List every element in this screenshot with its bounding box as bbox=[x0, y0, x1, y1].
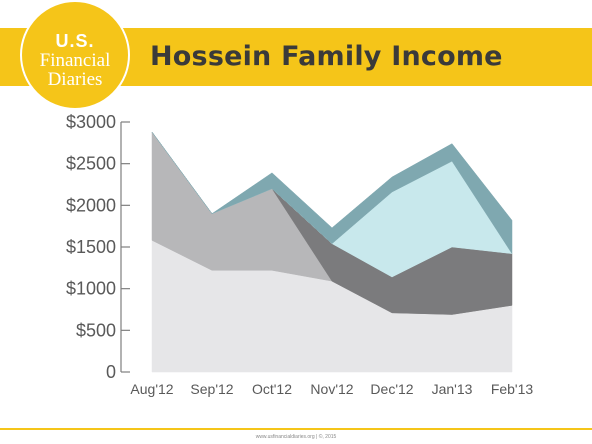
y-tick-label: $3000 bbox=[66, 112, 116, 132]
y-tick-label: $500 bbox=[76, 320, 116, 340]
x-tick-label: Oct'12 bbox=[252, 381, 292, 397]
footer-text: www.usfinancialdiaries.org | ©, 2015 bbox=[255, 434, 337, 440]
footer-rule bbox=[0, 428, 592, 430]
chart-areas bbox=[151, 131, 513, 373]
x-tick-label: Dec'12 bbox=[370, 381, 413, 397]
logo-line-financial: Financial bbox=[39, 50, 111, 71]
area-series-5 bbox=[151, 131, 513, 255]
logo-line-us: U.S. bbox=[55, 31, 95, 51]
x-tick-label: Nov'12 bbox=[310, 381, 353, 397]
y-tick-label: 0 bbox=[106, 362, 116, 382]
logo-line-diaries: Diaries bbox=[47, 69, 103, 90]
x-tick-label: Jan'13 bbox=[432, 381, 473, 397]
us-financial-diaries-logo: U.S. Financial Diaries bbox=[20, 0, 130, 110]
chart-labels: 0 $500 $1000 $1500 $2000 $2500 $3000 Aug'12 Sep'… bbox=[66, 112, 533, 397]
page-title: Hossein Family Income bbox=[150, 41, 503, 72]
x-tick-label: Feb'13 bbox=[491, 381, 534, 397]
y-tick-label: $2000 bbox=[66, 195, 116, 215]
y-tick-label: $2500 bbox=[66, 154, 116, 174]
x-tick-label: Sep'12 bbox=[190, 381, 233, 397]
x-tick-label: Aug'12 bbox=[130, 381, 173, 397]
y-tick-label: $1500 bbox=[66, 237, 116, 257]
y-tick-label: $1000 bbox=[66, 279, 116, 299]
chart-axes bbox=[120, 121, 130, 373]
